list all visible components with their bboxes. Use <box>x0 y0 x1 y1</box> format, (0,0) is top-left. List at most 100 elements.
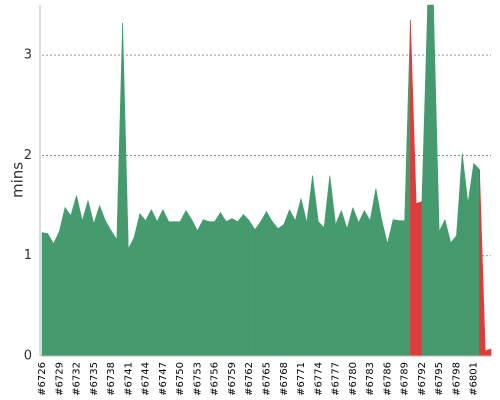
area-segment <box>116 23 123 357</box>
area-segment <box>277 224 285 357</box>
x-tick-label: #6753 <box>192 362 203 396</box>
x-tick-label: #6771 <box>296 362 307 396</box>
area-segment <box>248 219 256 357</box>
area-segment <box>128 237 135 357</box>
x-tick-label: #6747 <box>158 362 169 396</box>
area-segment <box>300 198 308 357</box>
area-segment <box>105 219 112 357</box>
y-tick-label: 3 <box>24 48 32 63</box>
area-segment <box>202 219 210 357</box>
area-segment <box>444 219 452 357</box>
area-segment <box>254 220 262 357</box>
x-tick-label: #6786 <box>382 362 393 396</box>
x-tick-label: #6768 <box>279 362 290 396</box>
area-segment <box>53 231 60 357</box>
area-segment <box>220 211 227 357</box>
x-tick-label: #6777 <box>331 362 342 396</box>
area-segment <box>438 219 446 357</box>
area-segment <box>352 207 359 357</box>
y-tick-labels: 0 1 2 3 <box>24 48 32 364</box>
area-segment <box>133 213 141 357</box>
area-segment <box>76 195 83 357</box>
x-tick-label: #6729 <box>54 362 65 396</box>
x-tick-labels: #6726 #6729 #6732 #6735 #6738 #6741 #6744 #6747… <box>37 362 480 396</box>
area-segment <box>294 198 302 357</box>
area-segment <box>58 207 66 357</box>
axes <box>39 5 491 357</box>
area-segment <box>421 4 428 357</box>
x-tick-label: #6741 <box>123 362 134 396</box>
area-segment <box>404 20 411 357</box>
area-segment <box>122 23 129 357</box>
area-segment <box>358 210 365 357</box>
area-segment <box>70 195 77 357</box>
area-segment <box>283 209 290 357</box>
area-segment <box>346 207 354 357</box>
area-segment <box>306 175 313 357</box>
area-segment <box>225 218 233 357</box>
area-segment <box>461 153 469 357</box>
area-segment <box>145 209 152 357</box>
area-segment <box>237 213 244 357</box>
x-tick-label: #6762 <box>244 362 255 396</box>
area-segment <box>467 163 475 357</box>
area-segment <box>381 219 388 357</box>
area-segment <box>197 219 204 357</box>
area-segment <box>260 210 267 357</box>
x-tick-label: #6756 <box>210 362 221 396</box>
area-segment <box>231 218 239 357</box>
x-tick-label: #6738 <box>106 362 117 396</box>
x-tick-label: #6780 <box>348 362 359 396</box>
area-segment <box>162 209 169 357</box>
area-segment <box>289 209 296 357</box>
area-segment <box>398 220 405 357</box>
area-segment <box>214 211 221 357</box>
x-tick-label: #6789 <box>400 362 411 396</box>
area-segment <box>387 219 394 357</box>
area-segment <box>410 20 417 357</box>
area-segment <box>64 206 72 357</box>
area-segment <box>484 348 492 357</box>
area-segment <box>375 188 382 357</box>
area-segment <box>427 4 434 357</box>
area-segment <box>433 4 440 357</box>
area-segment <box>318 220 325 357</box>
area-segment <box>174 221 181 357</box>
area-segment <box>323 175 331 357</box>
x-tick-label: #6744 <box>141 362 152 396</box>
area-segment <box>81 200 89 357</box>
y-tick-label: 1 <box>24 248 32 263</box>
area-segment <box>110 229 118 357</box>
x-tick-label: #6726 <box>37 362 48 396</box>
x-tick-label: #6798 <box>451 362 462 396</box>
x-tick-label: #6759 <box>227 362 238 396</box>
x-tick-label: #6783 <box>365 362 376 396</box>
area-segment <box>168 221 175 357</box>
x-tick-label: #6732 <box>72 362 83 396</box>
area-segment <box>364 209 371 357</box>
area-segment <box>151 209 158 357</box>
area-segment <box>266 210 273 357</box>
area-segment <box>415 201 423 357</box>
y-tick-label: 2 <box>24 148 32 163</box>
area-segment <box>271 220 279 357</box>
area-segment <box>93 205 100 357</box>
y-axis-label: mins <box>9 162 27 198</box>
x-tick-label: #6801 <box>469 362 480 396</box>
area-segment <box>341 210 348 357</box>
area-segment <box>243 213 250 357</box>
x-tick-label: #6735 <box>89 362 100 396</box>
area-segment <box>392 219 400 357</box>
area-segment <box>208 221 215 357</box>
area-segment <box>191 219 198 357</box>
area-segment <box>479 169 486 357</box>
x-tick-label: #6795 <box>434 362 445 396</box>
x-tick-label: #6765 <box>262 362 273 396</box>
area-segment <box>369 188 377 357</box>
area-segment <box>312 175 319 357</box>
area-segment <box>41 232 49 357</box>
series-area <box>41 4 492 357</box>
area-segment <box>156 209 164 357</box>
x-tick-label: #6750 <box>175 362 186 396</box>
